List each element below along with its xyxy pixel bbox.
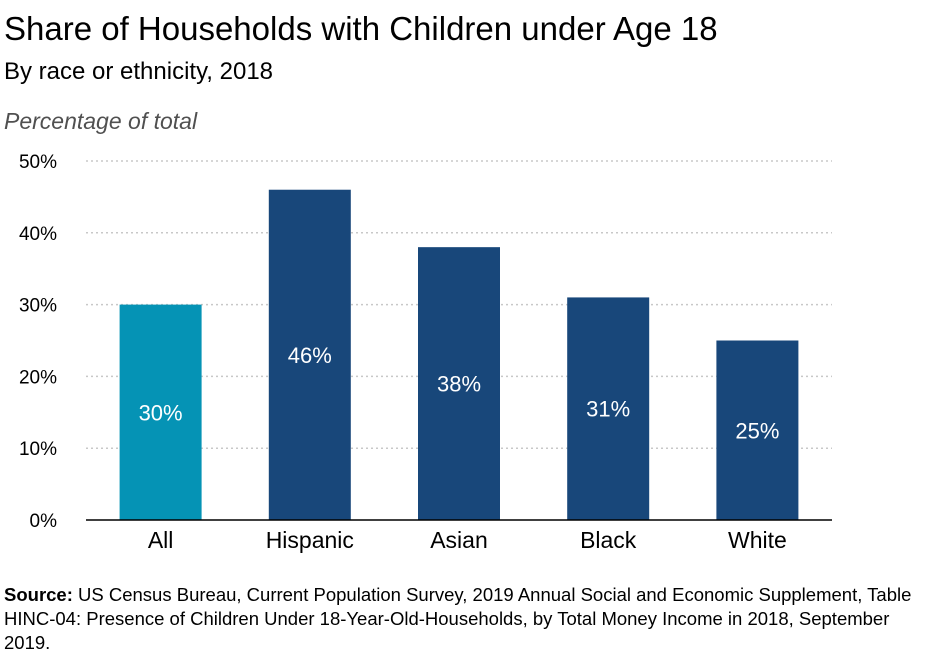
chart-subtitle: By race or ethnicity, 2018	[4, 58, 274, 85]
x-tick-label: Asian	[430, 527, 488, 553]
x-tick-label: White	[728, 527, 787, 553]
bar-chart: 0% 10% 20% 30% 40% 50% 30% All 46% Hispanic 38% Asi…	[19, 152, 832, 553]
bar-value-label: 31%	[586, 397, 630, 422]
bar	[268, 189, 351, 520]
x-tick-label: Black	[580, 527, 637, 553]
bar	[567, 297, 650, 520]
y-tick-label: 20%	[19, 367, 57, 388]
bar-value-label: 25%	[735, 418, 779, 443]
x-tick-label: All	[148, 527, 174, 553]
y-axis-label: Percentage of total	[4, 108, 198, 134]
y-tick-label: 30%	[19, 296, 57, 317]
source-text: US Census Bureau, Current Population Sur…	[4, 584, 912, 653]
bar	[418, 247, 500, 520]
x-tick-label: Hispanic	[266, 527, 354, 553]
source-label: Source:	[4, 584, 73, 605]
bar-value-label: 38%	[437, 372, 481, 397]
y-tick-label: 50%	[19, 152, 57, 173]
chart-title: Share of Households with Children under …	[4, 10, 718, 47]
bar	[716, 340, 799, 520]
y-tick-label: 40%	[19, 224, 57, 245]
y-tick-label: 0%	[30, 511, 58, 532]
bar-value-label: 46%	[288, 343, 332, 368]
y-tick-label: 10%	[19, 439, 57, 460]
bar	[119, 304, 202, 520]
bar-value-label: 30%	[139, 400, 183, 425]
source-note: Source: US Census Bureau, Current Popula…	[4, 583, 924, 655]
